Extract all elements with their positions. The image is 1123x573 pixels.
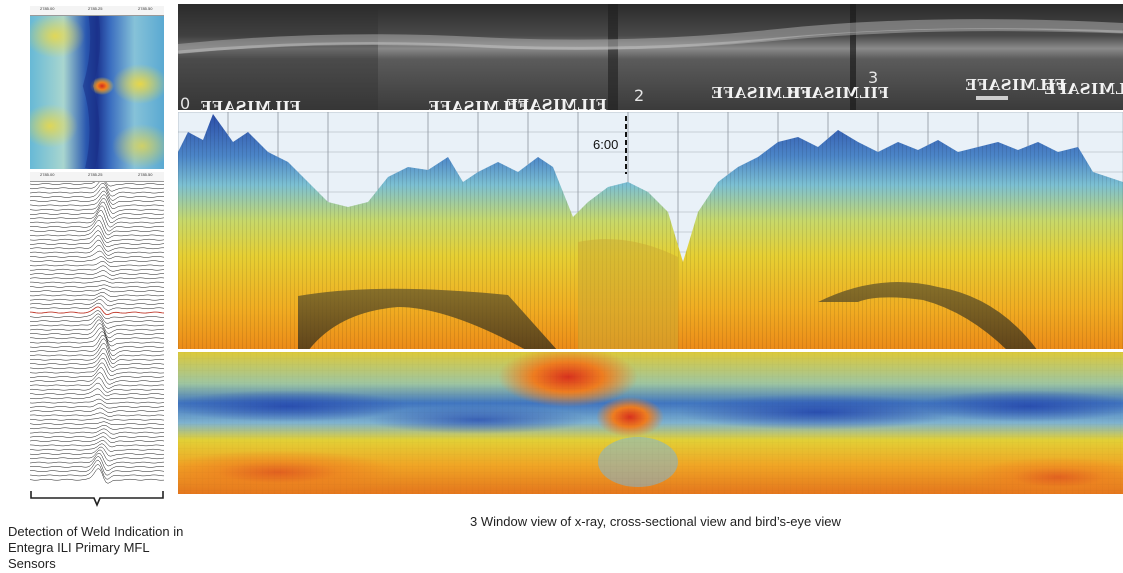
sensor-trace bbox=[29, 347, 165, 364]
clock-position-label: 6:00 bbox=[593, 137, 619, 152]
left-caption: Detection of Weld Indication in Entegra … bbox=[8, 524, 184, 571]
sensor-trace bbox=[29, 310, 165, 320]
sensor-trace bbox=[29, 398, 165, 404]
sensor-trace bbox=[29, 205, 165, 224]
sensor-trace bbox=[29, 428, 165, 435]
sensor-trace bbox=[29, 446, 165, 457]
xray-film-image: 0 2 3 FILMISAFE FILMISAFE FILMISAFE FILM… bbox=[178, 4, 1123, 110]
heatmap-ruler: 2785.00 2785.25 2785.50 bbox=[30, 6, 164, 16]
sensor-trace bbox=[29, 443, 164, 452]
sensor-trace bbox=[29, 463, 165, 480]
mfl-heatmap-image: 2785.00 2785.25 2785.50 bbox=[22, 5, 172, 171]
sensor-trace bbox=[29, 319, 164, 334]
sensor-trace bbox=[29, 424, 165, 430]
sensor-trace bbox=[29, 270, 165, 276]
sensor-trace bbox=[29, 291, 165, 297]
xray-window-number: 0 bbox=[180, 94, 191, 110]
sensor-trace bbox=[29, 245, 165, 256]
sensor-trace bbox=[29, 261, 165, 267]
sensor-trace bbox=[29, 179, 165, 192]
sensor-trace bbox=[29, 436, 165, 444]
xray-marker: FILMISAFE bbox=[788, 84, 889, 102]
mfl-sensor-traces: 2785.00 2785.25 2785.50 bbox=[29, 172, 165, 486]
ruler-label: 2785.00 bbox=[40, 172, 55, 177]
sensor-trace bbox=[29, 440, 165, 448]
xray-window-number: 3 bbox=[868, 68, 879, 87]
ruler-label: 2785.50 bbox=[138, 172, 153, 177]
ruler-label: 2785.25 bbox=[88, 6, 103, 11]
sensor-trace bbox=[29, 407, 165, 413]
xray-marker: FILMISAFE bbox=[200, 98, 301, 110]
sensor-trace bbox=[29, 393, 165, 400]
sensor-trace bbox=[29, 417, 165, 421]
sensor-trace bbox=[29, 367, 165, 381]
sensor-trace bbox=[29, 225, 164, 239]
sensor-trace bbox=[29, 362, 165, 376]
3d-cross-section-image bbox=[177, 111, 1123, 352]
sensor-trace bbox=[29, 284, 165, 288]
traces-ruler: 2785.00 2785.25 2785.50 bbox=[30, 172, 164, 182]
sensor-trace bbox=[29, 302, 165, 311]
sensor-trace bbox=[29, 455, 165, 472]
sensor-trace bbox=[30, 338, 165, 356]
sensor-trace bbox=[29, 299, 165, 307]
sensor-trace bbox=[29, 403, 165, 409]
sensor-trace bbox=[30, 250, 165, 260]
sensor-trace bbox=[29, 331, 165, 347]
sensor-trace bbox=[30, 265, 165, 272]
sensor-trace bbox=[29, 214, 165, 232]
ruler-label: 2785.00 bbox=[40, 6, 55, 11]
sensor-trace bbox=[29, 316, 165, 329]
sensor-trace bbox=[29, 372, 165, 385]
sensor-trace bbox=[29, 357, 165, 372]
sensor-trace bbox=[29, 230, 165, 243]
sensor-trace bbox=[29, 382, 165, 393]
sensor-trace bbox=[29, 322, 165, 339]
sensor-trace bbox=[30, 352, 165, 368]
birdseye-heatmap-image bbox=[158, 347, 1123, 497]
ruler-label: 2785.25 bbox=[88, 172, 103, 177]
sensor-trace bbox=[29, 468, 165, 484]
sensor-trace bbox=[29, 275, 165, 280]
sensor-trace bbox=[29, 432, 164, 439]
xray-window-number: 2 bbox=[634, 86, 645, 105]
sensor-trace bbox=[29, 256, 164, 263]
sensor-trace bbox=[29, 412, 165, 417]
sensor-trace bbox=[29, 288, 165, 293]
sensor-trace bbox=[29, 334, 165, 352]
sensor-trace bbox=[29, 234, 165, 248]
sensor-trace bbox=[30, 327, 165, 343]
sensor-trace bbox=[29, 186, 165, 201]
sensor-trace bbox=[29, 220, 165, 236]
xray-marker: FILMISAFE bbox=[1044, 80, 1123, 98]
sensor-trace bbox=[29, 449, 165, 462]
sensor-trace bbox=[29, 388, 165, 397]
sensor-trace bbox=[29, 194, 165, 210]
sensor-trace bbox=[29, 377, 165, 389]
sensor-trace bbox=[29, 313, 165, 324]
sensor-trace bbox=[29, 459, 165, 476]
main-caption: 3 Window view of x-ray, cross-sectional … bbox=[470, 514, 841, 529]
xray-marker: FILMISAFE bbox=[506, 96, 607, 110]
sensor-trace bbox=[30, 280, 165, 284]
sensor-trace bbox=[29, 306, 165, 316]
ruler-label: 2785.50 bbox=[138, 6, 153, 11]
sensor-trace bbox=[29, 190, 165, 205]
sensor-trace bbox=[29, 182, 165, 197]
sensor-trace bbox=[29, 239, 164, 252]
sensor-trace bbox=[29, 421, 164, 425]
sensor-trace bbox=[29, 201, 165, 219]
sensor-trace bbox=[29, 295, 165, 302]
sensor-trace bbox=[29, 342, 165, 361]
sensor-trace bbox=[29, 210, 164, 228]
bracket-icon bbox=[30, 489, 164, 509]
sensor-trace bbox=[29, 197, 165, 214]
sensor-trace bbox=[29, 453, 165, 467]
